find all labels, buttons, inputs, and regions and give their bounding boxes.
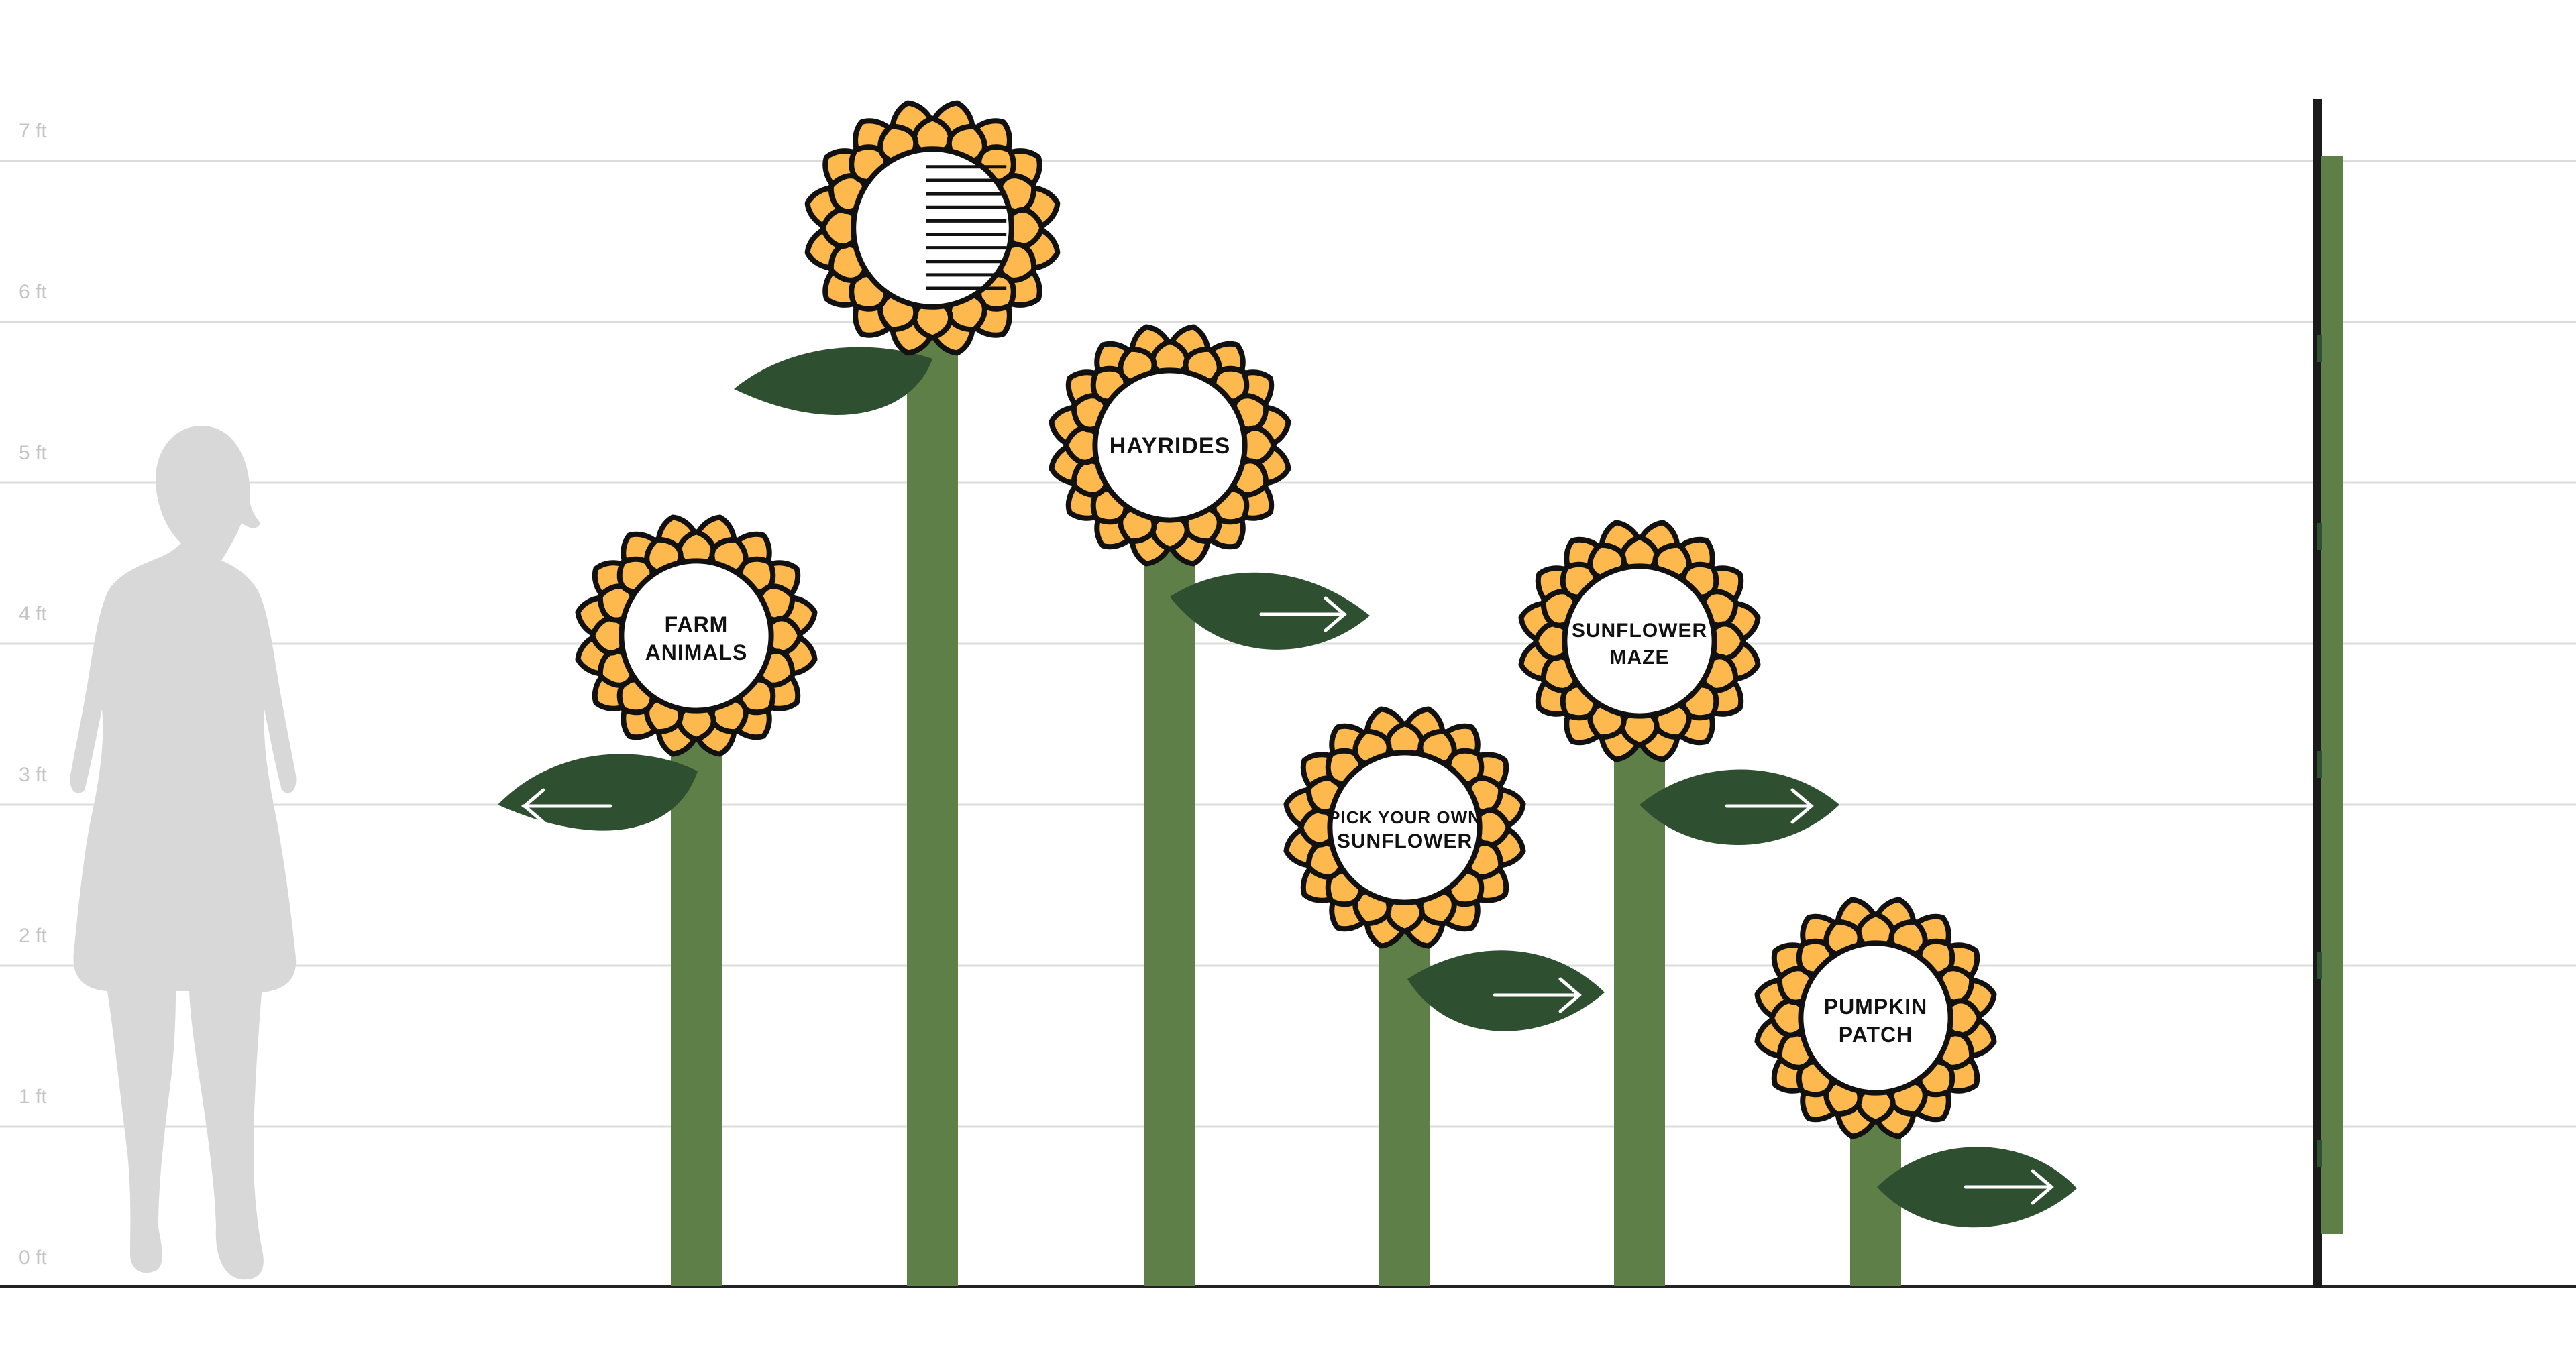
sunflower-sign-hayrides: HAYRIDES <box>1049 324 1291 567</box>
scale-label-2: 2 ft <box>19 925 47 947</box>
scale-label-1: 1 ft <box>19 1086 47 1108</box>
leaf-pick-your-own <box>1407 950 1605 1031</box>
scale-label-3: 3 ft <box>19 764 47 786</box>
arrow-right-icon <box>1259 596 1347 632</box>
sign-face <box>1327 750 1483 905</box>
stem-sunflower-maze <box>1614 744 1665 1286</box>
side-profile-view <box>2313 99 2343 1288</box>
scale-label-7: 7 ft <box>19 120 47 142</box>
sign-label-line1: FARM <box>665 612 729 636</box>
sign-label-line2: SUNFLOWER <box>1337 830 1472 852</box>
sign-label-line1: HAYRIDES <box>1110 433 1231 459</box>
stem-farm-animals <box>671 738 722 1286</box>
placeholder-lines <box>926 165 1007 290</box>
leaf-farm-animals <box>498 754 698 831</box>
stem-hayrides <box>1144 543 1195 1286</box>
stems <box>671 329 1901 1286</box>
sign-face <box>851 146 1014 310</box>
scale-label-5: 5 ft <box>19 442 47 464</box>
sign-label-line1: PICK YOUR OWN <box>1328 807 1481 828</box>
sunflower-sign-farm-animals: FARM ANIMALS <box>575 514 818 757</box>
sunflower-sign-sunflower-maze: SUNFLOWER MAZE <box>1518 520 1761 762</box>
sign-face <box>619 558 774 714</box>
leaf-blank-sign <box>734 347 932 415</box>
scale-label-4: 4 ft <box>19 603 47 625</box>
arrow-left-icon <box>521 788 612 824</box>
leaf-hayrides <box>1170 572 1370 650</box>
scale-label-6: 6 ft <box>19 281 47 303</box>
arrow-right-icon <box>1964 1169 2054 1205</box>
petals-inner <box>1769 911 1982 1125</box>
scale-label-0: 0 ft <box>19 1247 47 1269</box>
arrow-right-icon <box>1725 788 1814 824</box>
sign-label-line1: PUMPKIN <box>1824 994 1928 1019</box>
sunflower-sign-pumpkin-patch: PUMPKIN PATCH <box>1754 897 1997 1139</box>
sign-label-line2: ANIMALS <box>645 640 748 665</box>
leaf-pumpkin-patch <box>1877 1147 2077 1228</box>
arrow-right-icon <box>1493 977 1582 1013</box>
sign-face <box>1562 563 1717 719</box>
sign-face <box>1092 367 1248 523</box>
height-scale: 0 ft 1 ft 2 ft 3 ft 4 ft 5 ft 6 ft 7 ft <box>19 120 47 1269</box>
leaves <box>498 347 2077 1228</box>
sign-face <box>1798 940 1953 1096</box>
person-silhouette-icon <box>70 426 297 1280</box>
sign-label-line1: SUNFLOWER <box>1572 620 1707 642</box>
leaf-sunflower-maze <box>1640 769 1839 845</box>
sunflower-sign-blank-sign <box>804 100 1061 356</box>
stem-blank-sign <box>907 329 958 1286</box>
sign-label-line2: MAZE <box>1610 646 1670 669</box>
sign-label-line2: PATCH <box>1839 1023 1913 1047</box>
